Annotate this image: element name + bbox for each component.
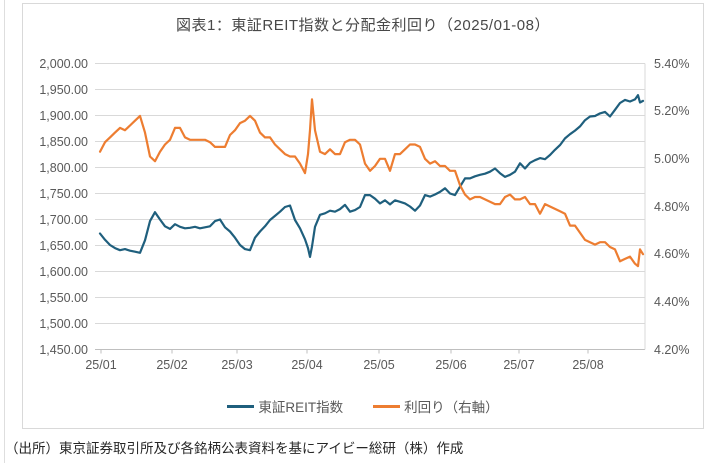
x-tick-label: 25/07 [503,358,535,372]
legend-label-yield: 利回り（右軸） [404,400,499,415]
legend-item-reit-index: 東証REIT指数 [227,396,343,416]
y-left-tick-label: 1,800.00 [39,160,88,175]
y-left-tick-label: 1,600.00 [39,264,88,279]
x-tick-label: 25/05 [363,358,395,372]
chart-legend: 東証REIT指数 利回り（右軸） [22,396,704,416]
y-left-tick-label: 1,500.00 [39,316,88,331]
source-note: （出所）東京証券取引所及び各銘柄公表資料を基にアイビー総研（株）作成 [5,441,464,456]
y-left-tick-label: 1,650.00 [39,238,88,253]
reit-index-line-swatch [227,404,255,408]
y-left-tick-label: 1,850.00 [39,134,88,149]
y-left-tick-label: 1,900.00 [39,108,88,123]
x-tick-label: 25/01 [85,358,117,372]
x-tick-label: 25/03 [221,358,253,372]
yield-line-swatch [373,404,401,408]
x-tick-label: 25/08 [572,358,604,372]
page-left-rule [4,0,5,463]
y-right-tick-label: 5.20% [654,104,690,119]
y-right-tick-label: 4.60% [654,247,690,262]
y-right-tick-label: 4.80% [654,199,690,214]
y-left-tick-label: 1,450.00 [39,342,88,357]
chart-title: 図表1：東証REIT指数と分配金利回り（2025/01-08） [176,17,550,34]
y-left-tick-label: 1,750.00 [39,186,88,201]
legend-item-yield: 利回り（右軸） [373,396,499,416]
x-tick-label: 25/02 [156,358,188,372]
y-right-tick-label: 4.20% [654,342,690,357]
y-left-tick-label: 2,000.00 [39,56,88,71]
legend-label-reit-index: 東証REIT指数 [258,400,344,415]
y-right-tick-label: 5.00% [654,151,690,166]
x-tick-label: 25/04 [291,358,323,372]
y-left-tick-label: 1,700.00 [39,212,88,227]
y-right-tick-label: 4.40% [654,294,690,309]
y-left-tick-label: 1,550.00 [39,290,88,305]
y-left-tick-label: 1,950.00 [39,82,88,97]
x-tick-label: 25/06 [435,358,467,372]
y-right-tick-label: 5.40% [654,56,690,71]
